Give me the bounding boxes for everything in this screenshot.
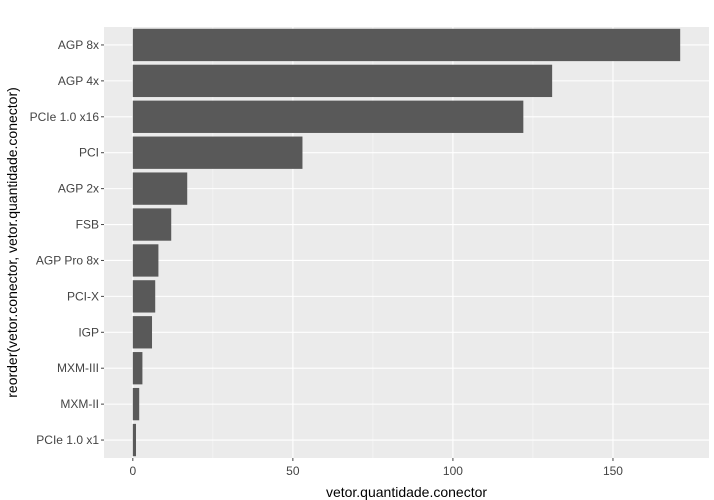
x-tick-label: 0: [129, 464, 136, 478]
bars: [132, 28, 681, 457]
bar-agp-pro-8x: [132, 244, 159, 277]
y-tick-label: FSB: [76, 218, 99, 232]
y-tick-label: IGP: [78, 325, 99, 339]
y-axis-ticks: AGP 8x AGP 4x PCIe 1.0 x16 PCI AGP 2x FSB AGP …: [30, 38, 104, 447]
bar-mxm-iii: [132, 352, 143, 385]
plot-panel: [104, 27, 709, 458]
bar-agp-2x: [132, 172, 188, 205]
bar-pcie-1-0-x16: [132, 100, 524, 133]
bar-pci-x: [132, 280, 156, 313]
bar-fsb: [132, 208, 172, 241]
y-axis-title: reorder(vetor.conector, vetor.quantidade…: [4, 87, 20, 398]
y-tick-label: MXM-III: [57, 361, 99, 375]
bar-agp-4x: [132, 64, 553, 98]
x-tick-label: 150: [603, 464, 623, 478]
x-axis-ticks: 0 50 100 150: [129, 458, 623, 478]
x-tick-label: 50: [286, 464, 300, 478]
x-axis-title: vetor.quantidade.conector: [326, 484, 487, 500]
y-tick-label: AGP Pro 8x: [36, 253, 99, 267]
y-tick-label: MXM-II: [60, 397, 99, 411]
bar-pcie-1-0-x1: [132, 423, 137, 457]
y-tick-label: PCIe 1.0 x1: [36, 433, 99, 447]
y-tick-label: AGP 2x: [58, 182, 99, 196]
x-tick-label: 100: [443, 464, 463, 478]
y-tick-label: PCI-X: [67, 289, 99, 303]
bar-agp-8x: [132, 28, 681, 62]
y-tick-label: PCIe 1.0 x16: [30, 110, 100, 124]
bar-mxm-ii: [132, 387, 140, 421]
y-tick-label: AGP 8x: [58, 38, 99, 52]
bar-igp: [132, 316, 153, 349]
y-tick-label: AGP 4x: [58, 74, 99, 88]
bar-pci: [132, 136, 303, 169]
y-tick-label: PCI: [79, 146, 99, 160]
